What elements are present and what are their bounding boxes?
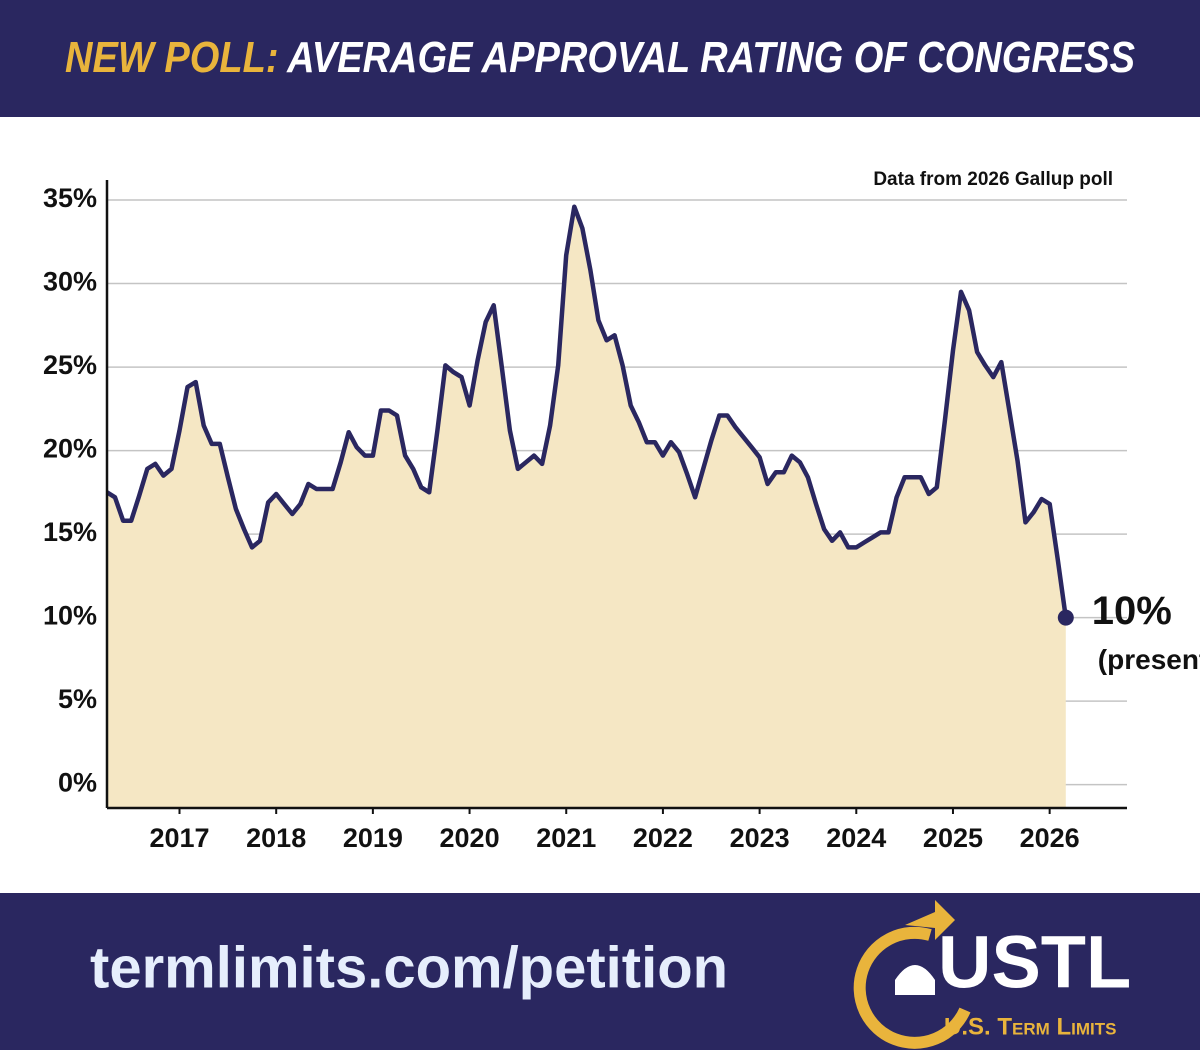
y-tick-label: 30% <box>43 267 97 297</box>
logo-text: USTL <box>938 921 1131 1004</box>
logo-capitol <box>895 965 935 995</box>
x-tick-label: 2018 <box>246 823 306 853</box>
y-tick-label: 15% <box>43 517 97 547</box>
x-tick-label: 2019 <box>343 823 403 853</box>
x-tick-label: 2017 <box>149 823 209 853</box>
logo-ring <box>853 926 971 1049</box>
x-tick-label: 2022 <box>633 823 693 853</box>
y-tick-label: 10% <box>43 601 97 631</box>
x-tick-label: 2020 <box>440 823 500 853</box>
footer-url: termlimits.com/petition <box>90 935 728 1000</box>
y-tick-label: 25% <box>43 350 97 380</box>
x-tick-label: 2024 <box>826 823 886 853</box>
y-tick-label: 20% <box>43 434 97 464</box>
y-tick-label: 5% <box>58 684 97 714</box>
chart-title: AVERAGE APPROVAL RATING OF CONGRESS <box>286 33 1135 82</box>
x-tick-label: 2026 <box>1020 823 1080 853</box>
annotation: (present) <box>1098 644 1200 675</box>
title-kicker: NEW POLL: <box>65 33 279 82</box>
title: NEW POLL:AVERAGE APPROVAL RATING OF CONG… <box>65 33 1135 82</box>
logo-arrow <box>905 900 955 940</box>
source-note: Data from 2026 Gallup poll <box>873 169 1113 190</box>
y-tick-label: 0% <box>58 768 97 798</box>
x-tick-label: 2023 <box>730 823 790 853</box>
line <box>105 204 1069 618</box>
value-label: 10% <box>1092 589 1172 633</box>
logo-tagline: U.S. Term Limits <box>944 1013 1116 1040</box>
logo: USTL U.S. Term Limits <box>853 900 1131 1049</box>
header-band <box>0 0 1200 117</box>
y-tick-label: 35% <box>43 183 97 213</box>
footer-band <box>0 893 1200 1050</box>
x-tick-label: 2025 <box>923 823 983 853</box>
area <box>107 206 1066 808</box>
end-point <box>1057 609 1074 626</box>
x-tick-label: 2021 <box>536 823 596 853</box>
